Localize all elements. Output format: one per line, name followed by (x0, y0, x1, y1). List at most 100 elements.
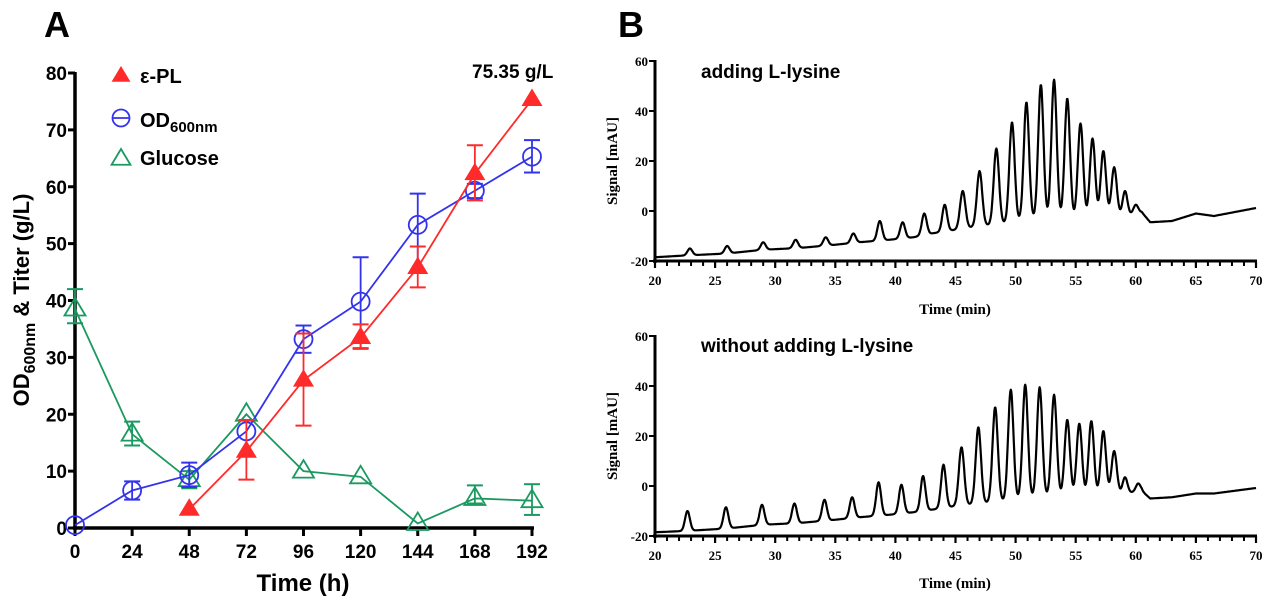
panel-a-chart: 0 10 20 30 40 50 60 70 80 0 24 48 72 96 120 144 168 192 7… (9, 62, 554, 597)
data-point-open-triangle (62, 296, 88, 317)
x-tick-label: 50 (1009, 548, 1022, 563)
legend-od-main: OD (140, 110, 170, 132)
x-tick-label: 96 (293, 542, 314, 563)
y-tick-label: 60 (46, 178, 67, 199)
y-tick-label: 60 (635, 329, 648, 344)
x-tick-label: 40 (889, 273, 902, 288)
data-point-open-triangle (348, 464, 373, 485)
data-point-open-circle (350, 291, 371, 312)
x-tick-label: 40 (889, 548, 902, 563)
x-tick-label: 144 (402, 542, 434, 563)
x-tick-label: 35 (829, 548, 843, 563)
data-point-filled-triangle (521, 88, 543, 106)
x-tick-label: 55 (1069, 273, 1083, 288)
panel-a-axes: 0 10 20 30 40 50 60 70 80 0 24 48 72 96 120 144 168 192 (46, 64, 548, 563)
panel-b-bottom-y-label: Signal [mAU] (605, 392, 621, 480)
legend-label-glucose: Glucose (140, 148, 219, 170)
chromatogram-trace-without-lysine (654, 383, 1257, 534)
y-label-subscript: 600nm (22, 323, 39, 374)
x-tick-label: 65 (1189, 548, 1203, 563)
data-point-filled-triangle (464, 162, 486, 181)
series-glucose (62, 288, 545, 531)
legend-label-epl: ε-PL (140, 66, 182, 88)
panel-b-bottom-title: without adding L-lysine (700, 336, 913, 357)
y-tick-label: 10 (46, 462, 67, 483)
x-tick-label: 55 (1069, 548, 1083, 563)
y-tick-label: -20 (631, 529, 648, 544)
data-point-open-circle (122, 480, 143, 501)
data-point-open-triangle (519, 487, 545, 509)
panel-b-bottom-axes: -20 0 20 40 60 20 25 30 35 40 45 50 55 60 65 70 (631, 329, 1263, 563)
y-tick-label: -20 (631, 254, 648, 269)
x-tick-label: 45 (949, 548, 963, 563)
x-tick-label: 30 (769, 273, 782, 288)
series-line (74, 308, 533, 525)
legend-item-glucose: Glucose (109, 147, 219, 170)
panel-a-y-label: OD600nm & Titer (g/L) (9, 194, 39, 407)
legend-od-subscript: 600nm (170, 119, 218, 136)
data-point-open-circle (407, 214, 428, 235)
y-tick-label: 40 (46, 292, 67, 313)
y-tick-label: 50 (46, 235, 67, 256)
x-tick-label: 45 (949, 273, 963, 288)
x-tick-label: 25 (709, 273, 723, 288)
y-tick-label: 40 (635, 379, 648, 394)
data-point-open-triangle (291, 458, 316, 479)
max-titer-annotation: 75.35 g/L (472, 62, 554, 83)
data-point-filled-triangle (407, 256, 429, 275)
x-tick-label: 70 (1250, 273, 1263, 288)
panel-a-legend: ε-PL OD600nm Glucose (109, 66, 219, 170)
y-label-od: OD (9, 373, 34, 406)
panel-b-top-title: adding L-lysine (701, 62, 840, 83)
x-tick-label: 50 (1009, 273, 1022, 288)
x-tick-label: 168 (459, 542, 491, 563)
legend-filled-triangle-icon (111, 66, 131, 82)
data-point-filled-triangle (178, 498, 200, 516)
panel-b-bottom-chart: -20 0 20 40 60 20 25 30 35 40 45 50 55 60 65 70 without… (605, 329, 1263, 592)
data-point-open-triangle (405, 510, 430, 531)
x-tick-label: 60 (1129, 548, 1142, 563)
legend-item-od: OD600nm (111, 108, 218, 136)
y-tick-label: 70 (46, 121, 67, 142)
x-tick-label: 0 (70, 542, 81, 563)
panel-b-letter: B (618, 4, 644, 45)
y-tick-label: 80 (46, 64, 67, 85)
y-tick-label: 60 (635, 54, 648, 69)
panel-a-x-label: Time (h) (257, 570, 350, 597)
x-tick-label: 48 (179, 542, 200, 563)
x-tick-label: 20 (649, 273, 662, 288)
x-tick-label: 192 (516, 542, 548, 563)
y-tick-label: 40 (635, 104, 648, 119)
legend-open-triangle-icon (109, 147, 133, 166)
x-tick-label: 72 (236, 542, 257, 563)
panel-b-top-y-label: Signal [mAU] (605, 117, 621, 205)
y-label-tail: & Titer (g/L) (9, 194, 34, 323)
series-pl (178, 88, 543, 516)
x-tick-label: 24 (122, 542, 144, 563)
x-tick-label: 60 (1129, 273, 1142, 288)
x-tick-label: 35 (829, 273, 843, 288)
x-tick-label: 30 (769, 548, 782, 563)
data-point-open-circle (65, 515, 85, 536)
data-point-filled-triangle (235, 440, 257, 458)
legend-label-od: OD600nm (140, 110, 218, 136)
panel-a-series (62, 88, 545, 536)
panel-b-top-x-label: Time (min) (919, 302, 991, 318)
panel-b-top-chart: -20 0 20 40 60 20 25 30 35 40 45 50 55 60 65 70 adding … (605, 54, 1263, 318)
y-tick-label: 20 (46, 405, 67, 426)
x-tick-label: 65 (1189, 273, 1203, 288)
y-tick-label: 30 (46, 348, 67, 369)
panel-b-top-axes: -20 0 20 40 60 20 25 30 35 40 45 50 55 60 65 70 (631, 54, 1263, 288)
y-tick-label: 0 (56, 519, 67, 540)
legend-item-epl: ε-PL (111, 66, 182, 88)
data-point-filled-triangle (350, 326, 372, 344)
x-tick-label: 70 (1250, 548, 1263, 563)
chromatogram-trace-adding-lysine (654, 78, 1257, 259)
data-point-open-triangle (462, 485, 487, 506)
data-point-open-circle (522, 146, 542, 167)
y-tick-label: 0 (642, 479, 649, 494)
data-point-open-triangle (120, 421, 145, 442)
data-point-filled-triangle (293, 369, 314, 387)
y-tick-label: 20 (635, 154, 648, 169)
